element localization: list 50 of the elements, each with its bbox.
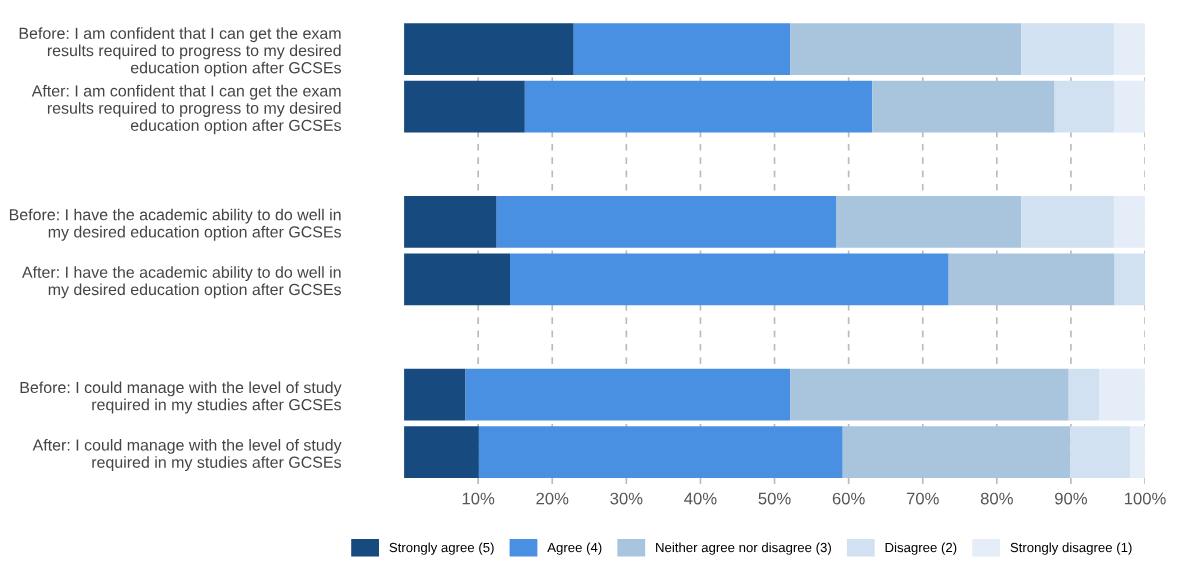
bar (524, 80, 873, 133)
bar (790, 368, 1069, 421)
bar (836, 195, 1022, 248)
bar (1021, 195, 1114, 248)
bar (1113, 195, 1146, 248)
bar (1113, 23, 1146, 76)
y-tick-label: Before: I am confident that I can get the exam results required to progress to my desired education option after GCSEs (19, 27, 341, 77)
legend-label: Disagree (2) (885, 542, 957, 555)
x-tick-label: 40% (684, 492, 717, 505)
y-tick-label: After: I could manage with the level of study required in my studies after GCSEs (32, 438, 342, 472)
bar (404, 426, 479, 479)
legend-label: Strongly disagree (1) (1010, 542, 1132, 555)
bar (404, 80, 525, 133)
y-tick-label: After: I am confident that I can get the exam results required to progress to my desired education option after GCSEs (31, 84, 341, 135)
bar (872, 80, 1055, 133)
legend-label: Agree (4) (547, 542, 602, 555)
x-tick-label: 80% (980, 492, 1013, 505)
bar (1070, 426, 1131, 479)
bar (404, 23, 574, 76)
legend-label: Strongly agree (5) (389, 542, 494, 555)
bar (478, 426, 843, 479)
bar (842, 426, 1071, 479)
x-tick-label: 30% (610, 492, 643, 505)
bar (404, 368, 466, 421)
y-tick-label: Before: I have the academic ability to do well in my desired education option after GCSEs (9, 208, 341, 241)
x-tick-label: 60% (832, 492, 865, 505)
bar (1099, 368, 1146, 421)
bar (1054, 80, 1115, 133)
bar (1130, 426, 1146, 479)
x-tick-label: 70% (906, 492, 939, 505)
x-tick-label: 50% (758, 492, 791, 505)
x-tick-label: 100% (1124, 492, 1166, 505)
x-tick-label: 10% (462, 492, 495, 505)
y-tick-label: Before: I could manage with the level of study required in my studies after GCSEs (20, 381, 342, 414)
y-tick-label: After: I have the academic ability to do well in my desired education option after GCSEs (22, 266, 341, 299)
bar (573, 23, 791, 76)
bar (790, 23, 1022, 76)
x-tick-label: 90% (1055, 492, 1088, 505)
bar (1021, 23, 1114, 76)
bar (1068, 368, 1100, 421)
legend-label: Neither agree nor disagree (3) (656, 542, 831, 555)
bar (510, 253, 949, 306)
x-tick-label: 20% (536, 492, 569, 505)
bar (1114, 253, 1146, 306)
bar (496, 195, 837, 248)
bar (465, 368, 791, 421)
bar (404, 195, 497, 248)
bar (948, 253, 1115, 306)
bar (1114, 80, 1146, 133)
bar (404, 253, 511, 306)
